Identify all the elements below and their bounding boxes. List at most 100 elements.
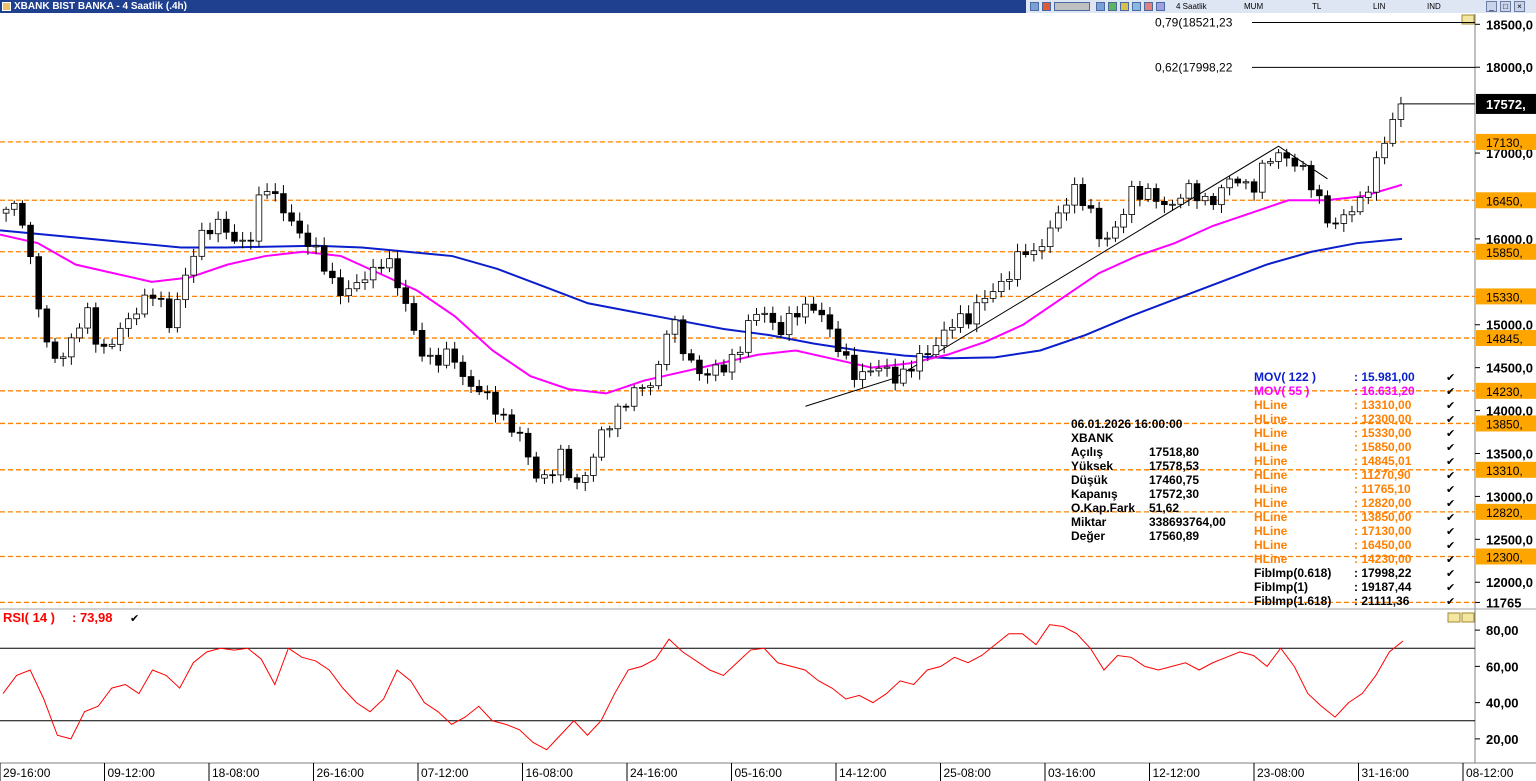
legend-name: MOV( 122 ) bbox=[1254, 370, 1316, 384]
candle bbox=[728, 354, 736, 373]
price-tick-label: 18500,0 bbox=[1486, 17, 1533, 32]
candle bbox=[516, 431, 524, 434]
currency-selector[interactable]: TL bbox=[1312, 2, 1322, 11]
hline-price-tag bbox=[1476, 503, 1536, 520]
candle bbox=[1356, 197, 1364, 213]
candle bbox=[320, 245, 328, 272]
candle bbox=[671, 319, 679, 335]
toolbar-print-icon[interactable] bbox=[1156, 2, 1165, 11]
legend-name: HLine bbox=[1254, 454, 1288, 468]
candle bbox=[1046, 227, 1054, 248]
candle bbox=[141, 294, 149, 315]
time-tick-label: 14-12:00 bbox=[839, 766, 887, 780]
check-icon: ✔ bbox=[130, 613, 139, 625]
candle bbox=[940, 329, 948, 347]
price-tick-label: 11765 bbox=[1486, 595, 1521, 610]
candle bbox=[663, 333, 671, 365]
candle bbox=[329, 270, 336, 279]
legend-value: : 14845,01 bbox=[1354, 454, 1412, 468]
legend-name: HLine bbox=[1254, 510, 1288, 524]
candle bbox=[484, 391, 491, 394]
price-tick-label: 13500,0 bbox=[1486, 446, 1533, 461]
time-tick-label: 26-16:00 bbox=[317, 766, 365, 780]
time-tick-label: 16-08:00 bbox=[526, 766, 574, 780]
maximize-icon[interactable]: □ bbox=[1500, 1, 1511, 12]
legend-name: HLine bbox=[1254, 426, 1288, 440]
candle bbox=[369, 266, 377, 281]
legend-value: : 17130,00 bbox=[1354, 524, 1412, 538]
candle bbox=[296, 220, 303, 234]
scale-selector[interactable]: LIN bbox=[1373, 2, 1386, 11]
hline-price-tag bbox=[1476, 133, 1536, 150]
candle bbox=[1291, 157, 1299, 167]
last-price-tag bbox=[1476, 93, 1536, 114]
candle bbox=[761, 312, 768, 315]
candle bbox=[981, 297, 989, 304]
time-tick-label: 29-16:00 bbox=[3, 766, 51, 780]
toolbar-grid-icon[interactable] bbox=[1108, 2, 1117, 11]
info-key: Kapanış bbox=[1071, 487, 1118, 501]
candle bbox=[1258, 162, 1266, 193]
toolbar-zoom-icon[interactable] bbox=[1096, 2, 1105, 11]
candle bbox=[378, 266, 385, 269]
candle bbox=[386, 258, 393, 269]
candle bbox=[1152, 188, 1160, 202]
legend-value: : 11765,10 bbox=[1354, 482, 1411, 496]
candle bbox=[214, 218, 222, 235]
legend-value: : 17998,22 bbox=[1354, 566, 1412, 580]
hline-price-label: 13850, bbox=[1486, 417, 1523, 431]
legend-value: : 13850,00 bbox=[1354, 510, 1412, 524]
candle bbox=[19, 202, 26, 226]
legend-value: : 12300,00 bbox=[1354, 412, 1412, 426]
price-tick-label: 18000,0 bbox=[1486, 60, 1533, 75]
time-tick-label: 18-08:00 bbox=[212, 766, 260, 780]
candle bbox=[965, 313, 972, 325]
candle bbox=[2, 208, 10, 214]
chart-type-selector[interactable]: MUM bbox=[1244, 2, 1264, 11]
candle bbox=[92, 307, 100, 345]
candle bbox=[859, 371, 866, 380]
candle bbox=[989, 291, 997, 299]
candle bbox=[549, 474, 556, 477]
toolbar-draw-icon[interactable] bbox=[1042, 2, 1051, 11]
rsi-options-icon bbox=[1447, 612, 1461, 623]
candle bbox=[957, 313, 964, 328]
time-tick-label: 09-12:00 bbox=[108, 766, 156, 780]
check-icon: ✔ bbox=[1446, 498, 1455, 510]
candle bbox=[818, 309, 826, 316]
toolbar-pencil-icon[interactable] bbox=[1120, 2, 1129, 11]
candle bbox=[655, 364, 662, 387]
candle bbox=[426, 354, 434, 357]
legend-name: MOV( 55 ) bbox=[1254, 384, 1309, 398]
check-icon: ✔ bbox=[1446, 540, 1455, 552]
candle bbox=[68, 337, 75, 358]
price-tick-label: 14500,0 bbox=[1486, 361, 1533, 376]
hline-price-label: 12300, bbox=[1486, 550, 1523, 564]
toolbar-symbol-field[interactable] bbox=[1054, 2, 1090, 11]
fibonacci-lines: 0,79(18521,23 0,62(17998,22 bbox=[1155, 15, 1475, 74]
candle bbox=[443, 348, 450, 366]
info-key: Yüksek bbox=[1071, 459, 1113, 473]
info-key: Miktar bbox=[1071, 515, 1107, 529]
candle bbox=[785, 313, 793, 336]
candle bbox=[696, 359, 703, 375]
close-icon[interactable]: × bbox=[1514, 1, 1525, 12]
candle bbox=[1079, 184, 1087, 207]
toolbar-delete-icon[interactable] bbox=[1144, 2, 1153, 11]
info-key: Düşük bbox=[1071, 473, 1108, 487]
time-tick-label: 25-08:00 bbox=[944, 766, 992, 780]
minimize-icon[interactable]: _ bbox=[1486, 1, 1497, 12]
legend-name: HLine bbox=[1254, 538, 1288, 552]
indicator-selector[interactable]: IND bbox=[1427, 2, 1441, 11]
candle bbox=[1348, 211, 1356, 216]
toolbar-chart-icon[interactable] bbox=[1030, 2, 1039, 11]
candle bbox=[149, 294, 157, 299]
candle bbox=[1210, 195, 1217, 206]
candle bbox=[557, 448, 565, 476]
legend-name: HLine bbox=[1254, 482, 1288, 496]
candle bbox=[1030, 250, 1038, 255]
period-selector[interactable]: 4 Saatlik bbox=[1176, 2, 1207, 11]
candle bbox=[1397, 103, 1405, 120]
toolbar-settings-icon[interactable] bbox=[1132, 2, 1141, 11]
